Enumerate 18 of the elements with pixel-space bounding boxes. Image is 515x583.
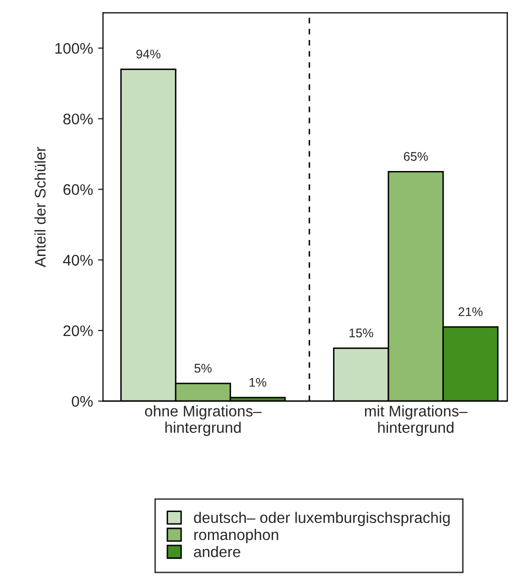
x-tick-label: mit Migrations– hintergrund bbox=[365, 405, 468, 436]
y-tick-label: 60% bbox=[63, 184, 93, 195]
y-tick-label: 0% bbox=[72, 396, 93, 407]
y-tick-label: 100% bbox=[55, 42, 93, 54]
y-tick-label: 40% bbox=[63, 254, 93, 266]
legend-label: andere bbox=[194, 546, 240, 558]
data-label: 94% bbox=[136, 50, 160, 58]
data-label: 1% bbox=[250, 378, 266, 387]
data-label: 15% bbox=[350, 328, 374, 338]
x-tick-label: ohne Migrations– hintergrund bbox=[145, 405, 262, 436]
y-axis-title: Anteil der Schüler bbox=[34, 146, 46, 268]
y-tick-label: 80% bbox=[63, 114, 93, 124]
legend-label: romanophon bbox=[194, 528, 278, 544]
data-label: 21% bbox=[458, 307, 483, 316]
data-label: 5% bbox=[194, 364, 212, 373]
legend-label: deutsch– oder luxemburgischsprachig bbox=[194, 512, 450, 526]
y-tick-label: 20% bbox=[63, 325, 93, 336]
data-label: 65% bbox=[404, 152, 428, 161]
